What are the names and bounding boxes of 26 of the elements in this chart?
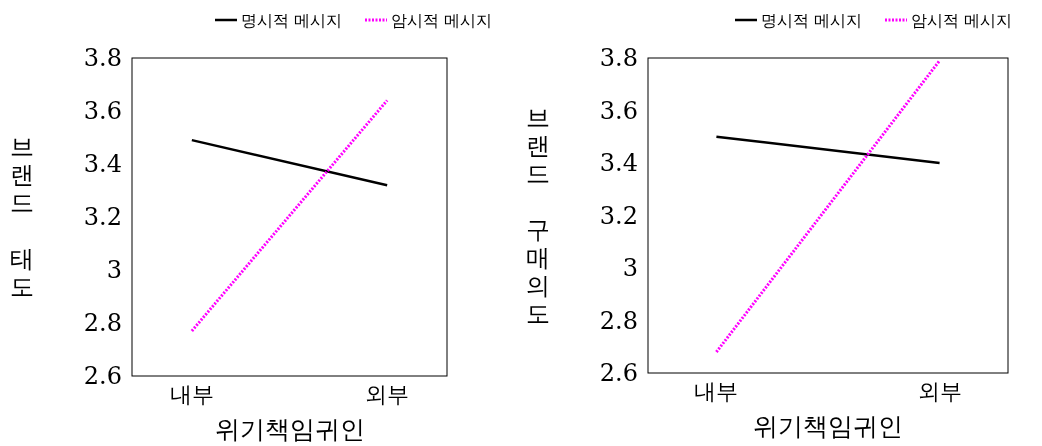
y-tick-label: 2.8	[83, 309, 122, 337]
legend-label: 명시적 메시지	[761, 11, 863, 30]
x-tick-label: 내부	[694, 379, 739, 404]
y-tick-label: 3.2	[599, 201, 638, 230]
x-tick-label: 외부	[365, 382, 410, 407]
y-axis-title: 브랜드 태도	[10, 133, 34, 301]
y-tick-label: 2.6	[83, 362, 122, 390]
y-axis-title: 브랜드 구매의도	[526, 103, 550, 328]
y-tick-label: 3.8	[599, 44, 638, 72]
y-tick-label: 3.2	[83, 203, 122, 231]
y-tick-label: 2.8	[599, 306, 638, 335]
legend-label: 암시적 메시지	[391, 11, 493, 30]
y-tick-label: 3.4	[599, 149, 638, 177]
x-tick-label: 외부	[917, 379, 962, 404]
y-tick-label: 3.8	[83, 44, 122, 72]
x-tick-label: 내부	[169, 382, 214, 407]
y-tick-label: 3.4	[83, 150, 122, 178]
y-tick-label: 3	[106, 256, 122, 284]
y-tick-label: 3	[622, 254, 638, 282]
legend-label: 명시적 메시지	[241, 11, 343, 30]
y-tick-label: 2.6	[599, 359, 638, 387]
y-tick-label: 3.6	[83, 97, 122, 125]
legend-label: 암시적 메시지	[911, 11, 1013, 30]
y-tick-label: 3.6	[599, 96, 638, 125]
x-axis-title: 위기책임귀인	[753, 412, 903, 441]
x-axis-title: 위기책임귀인	[214, 415, 365, 444]
